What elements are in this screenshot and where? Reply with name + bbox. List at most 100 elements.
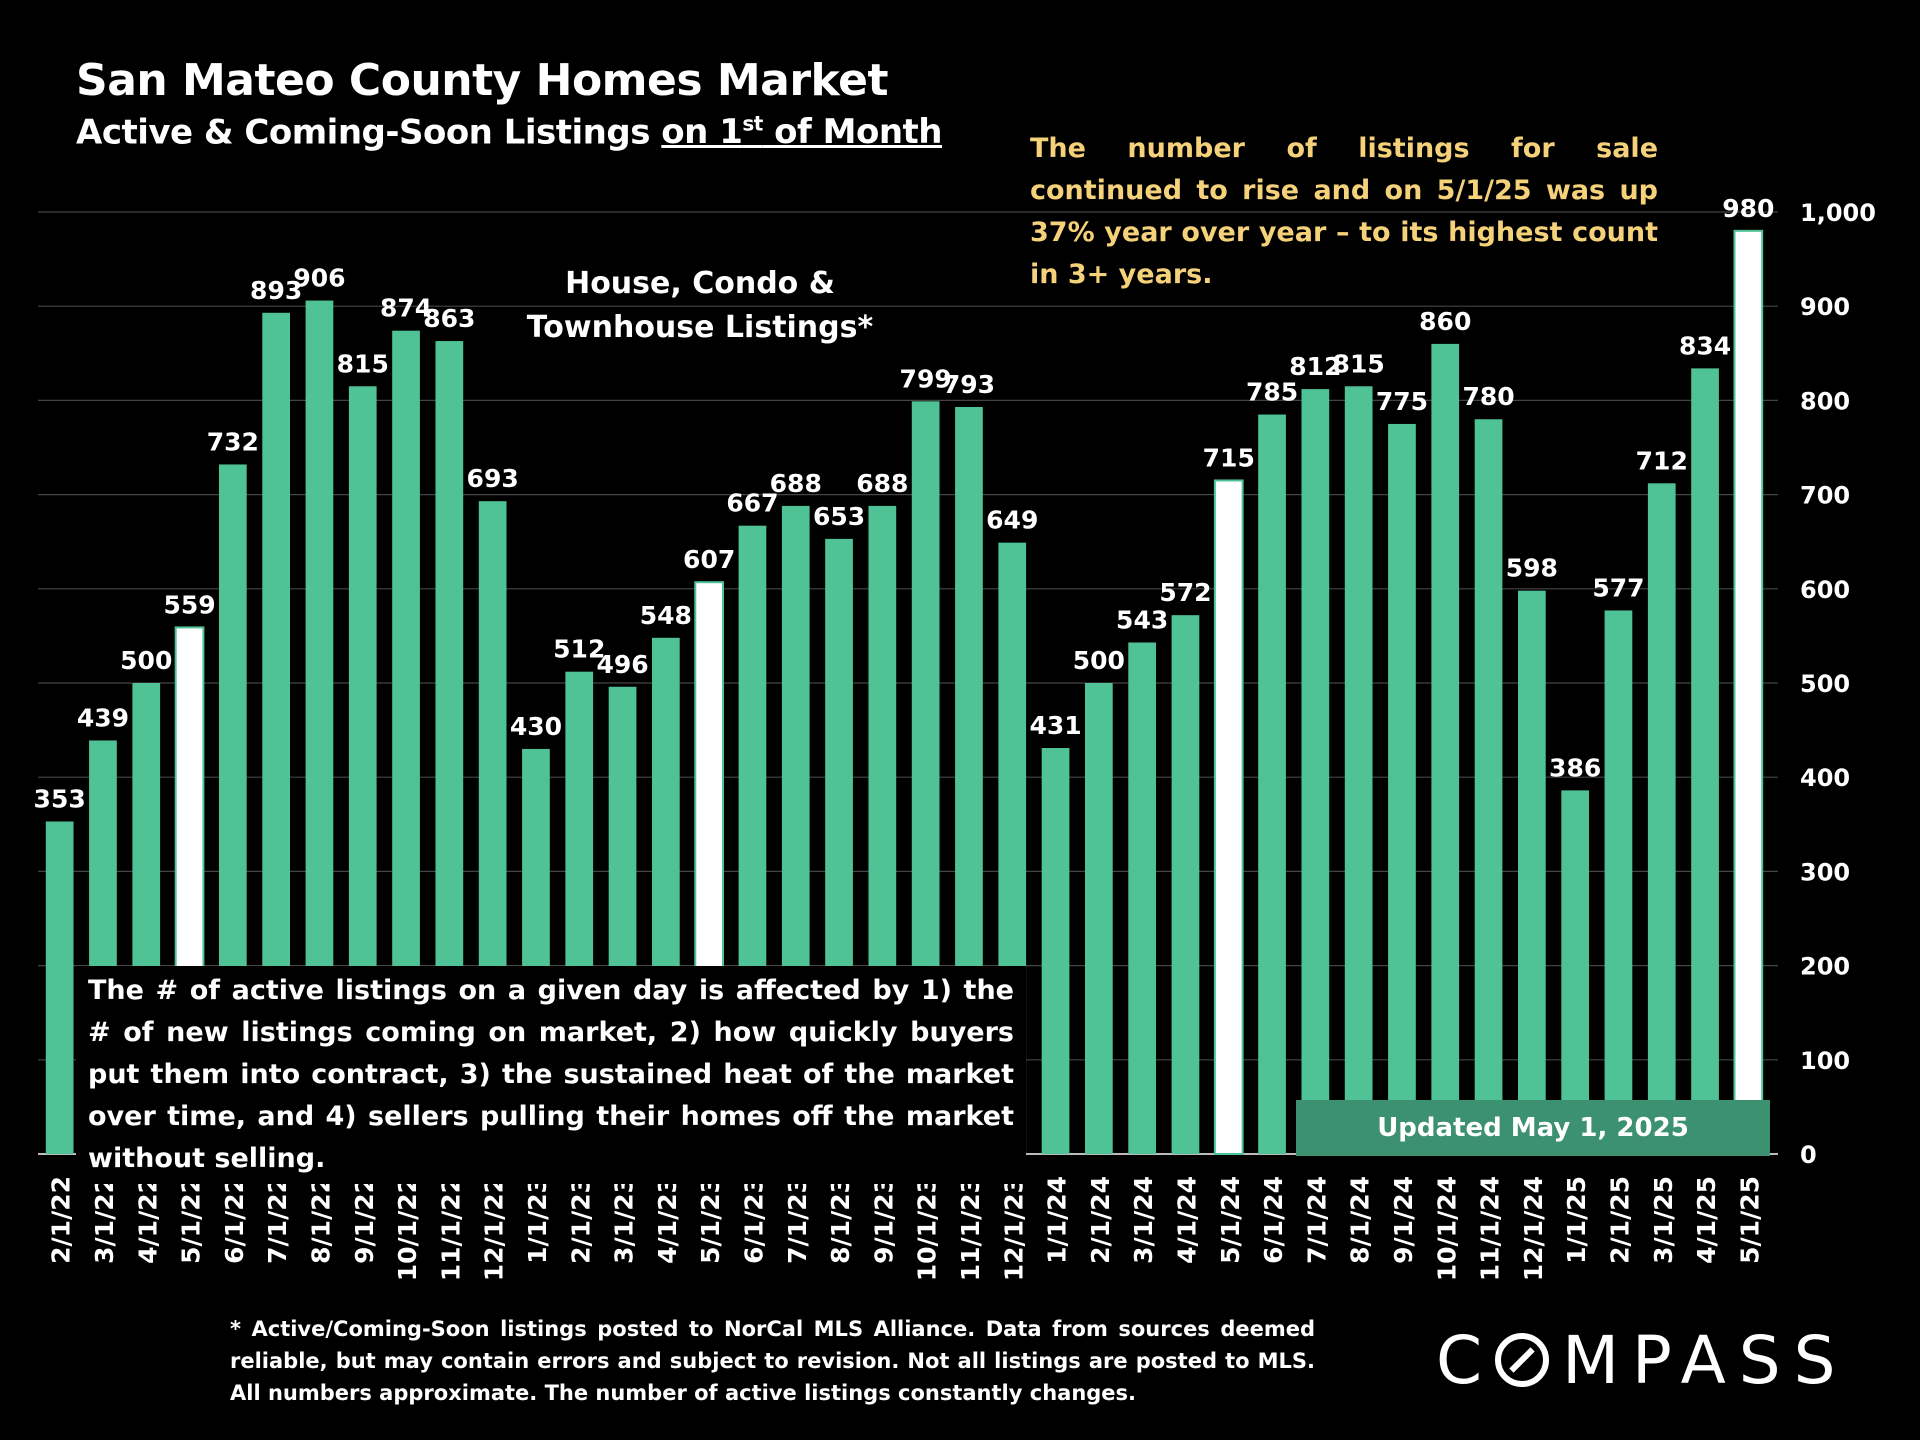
property-type-label-line2: Townhouse Listings* xyxy=(526,310,874,345)
y-tick-label: 0 xyxy=(1800,1141,1817,1169)
x-tick-label: 11/1/23 xyxy=(956,1176,985,1281)
x-tick-label: 4/1/25 xyxy=(1692,1176,1721,1264)
bar-2-1-22 xyxy=(45,821,74,1154)
value-label: 353 xyxy=(34,784,86,813)
x-tick-label: 12/1/23 xyxy=(999,1176,1028,1281)
x-tick-label: 5/1/24 xyxy=(1216,1176,1245,1264)
value-label: 874 xyxy=(380,294,432,323)
x-tick-label: 4/1/24 xyxy=(1172,1176,1201,1264)
value-label: 559 xyxy=(163,590,215,619)
bar-5-1-25 xyxy=(1733,229,1764,1155)
value-label: 512 xyxy=(553,635,605,664)
value-label: 439 xyxy=(77,703,129,732)
value-label: 834 xyxy=(1679,331,1731,360)
y-tick-label: 700 xyxy=(1800,482,1850,510)
x-tick-label: 10/1/22 xyxy=(393,1176,422,1281)
x-tick-label: 10/1/23 xyxy=(913,1176,942,1281)
x-tick-labels: 2/1/22 3/1/22 4/1/22 5/1/22 6/1/22 7/1/22 8/1/… xyxy=(47,1176,1765,1281)
value-label: 712 xyxy=(1636,446,1688,475)
x-tick-label: 8/1/22 xyxy=(306,1176,335,1264)
y-tick-labels: 0 100 200 300 400 500 600 700 800 900 1,000 xyxy=(1800,199,1876,1169)
value-label: 815 xyxy=(337,349,389,378)
compass-logo: C MPASS xyxy=(1436,1322,1849,1399)
x-tick-label: 2/1/23 xyxy=(566,1176,595,1264)
x-tick-label: 11/1/24 xyxy=(1476,1176,1505,1281)
callout-text: The number of listings for sale continue… xyxy=(1030,133,1658,290)
footnote: * Active/Coming-Soon listings posted to … xyxy=(230,1317,1315,1405)
bar-8-1-24 xyxy=(1344,386,1373,1154)
value-label: 607 xyxy=(683,545,735,574)
x-tick-label: 2/1/25 xyxy=(1605,1176,1634,1264)
value-label: 815 xyxy=(1333,349,1385,378)
value-label: 572 xyxy=(1159,578,1211,607)
x-tick-label: 6/1/23 xyxy=(739,1176,768,1264)
value-label: 653 xyxy=(813,502,865,531)
bar-2-1-25 xyxy=(1604,610,1633,1154)
value-label: 386 xyxy=(1549,753,1601,782)
value-label: 577 xyxy=(1592,573,1644,602)
y-tick-label: 1,000 xyxy=(1800,199,1876,227)
value-label: 693 xyxy=(467,464,519,493)
x-tick-label: 12/1/22 xyxy=(480,1176,509,1281)
x-tick-label: 5/1/22 xyxy=(177,1176,206,1264)
bar-10-1-24 xyxy=(1431,343,1460,1154)
value-label: 812 xyxy=(1289,352,1341,381)
x-tick-label: 2/1/24 xyxy=(1086,1176,1115,1264)
bar-9-1-24 xyxy=(1388,423,1416,1154)
bar-1-1-24 xyxy=(1041,747,1070,1154)
value-label: 732 xyxy=(207,427,259,456)
bar-3-1-25 xyxy=(1647,483,1676,1154)
x-tick-label: 1/1/24 xyxy=(1043,1176,1072,1264)
y-tick-label: 600 xyxy=(1800,576,1850,604)
y-tick-label: 300 xyxy=(1800,858,1850,886)
y-tick-label: 400 xyxy=(1800,764,1850,792)
x-tick-label: 9/1/22 xyxy=(350,1176,379,1264)
value-label: 799 xyxy=(900,364,952,393)
bar-2-1-24 xyxy=(1084,683,1113,1154)
compass-o-icon xyxy=(1495,1333,1550,1387)
subtitle-suffix: of Month xyxy=(762,112,943,153)
value-label: 430 xyxy=(510,712,562,741)
x-tick-label: 9/1/23 xyxy=(869,1176,898,1264)
y-tick-label: 500 xyxy=(1800,670,1850,698)
value-label: 688 xyxy=(770,469,822,498)
bar-1-1-25 xyxy=(1561,790,1590,1154)
y-tick-label: 800 xyxy=(1800,387,1850,415)
value-label: 548 xyxy=(640,601,692,630)
x-tick-label: 7/1/23 xyxy=(783,1176,812,1264)
bar-7-1-24 xyxy=(1301,389,1330,1154)
x-tick-label: 6/1/24 xyxy=(1259,1176,1288,1264)
value-label: 500 xyxy=(1073,646,1125,675)
y-tick-label: 900 xyxy=(1800,293,1850,321)
x-tick-label: 3/1/22 xyxy=(90,1176,119,1264)
updated-badge: Updated May 1, 2025 xyxy=(1296,1100,1770,1156)
x-tick-label: 6/1/22 xyxy=(220,1176,249,1264)
value-label: 906 xyxy=(293,264,345,293)
value-label: 893 xyxy=(250,276,302,305)
x-tick-label: 7/1/24 xyxy=(1302,1176,1331,1264)
chart-title: San Mateo County Homes Market xyxy=(76,55,889,106)
x-tick-label: 4/1/23 xyxy=(653,1176,682,1264)
bar-12-1-24 xyxy=(1517,590,1546,1154)
value-label: 863 xyxy=(423,304,475,333)
x-tick-label: 3/1/23 xyxy=(610,1176,639,1264)
value-label: 860 xyxy=(1419,307,1471,336)
value-label: 688 xyxy=(856,469,908,498)
bar-11-1-24 xyxy=(1474,419,1503,1154)
value-label: 715 xyxy=(1203,443,1255,472)
property-type-label: House, Condo & Townhouse Listings* xyxy=(520,262,880,350)
value-label: 649 xyxy=(986,506,1038,535)
x-tick-label: 10/1/24 xyxy=(1432,1176,1461,1281)
x-tick-label: 12/1/24 xyxy=(1519,1176,1548,1281)
x-tick-label: 4/1/22 xyxy=(133,1176,162,1264)
x-tick-label: 2/1/22 xyxy=(47,1176,76,1264)
value-label: 775 xyxy=(1376,387,1428,416)
x-tick-label: 5/1/25 xyxy=(1735,1176,1764,1264)
x-tick-label: 3/1/25 xyxy=(1649,1176,1678,1264)
property-type-label-line1: House, Condo & xyxy=(565,266,835,301)
subtitle-underlined: on 1st of Month xyxy=(661,112,942,152)
x-tick-label: 9/1/24 xyxy=(1389,1176,1418,1264)
value-label: 496 xyxy=(596,650,648,679)
value-label: 793 xyxy=(943,370,995,399)
